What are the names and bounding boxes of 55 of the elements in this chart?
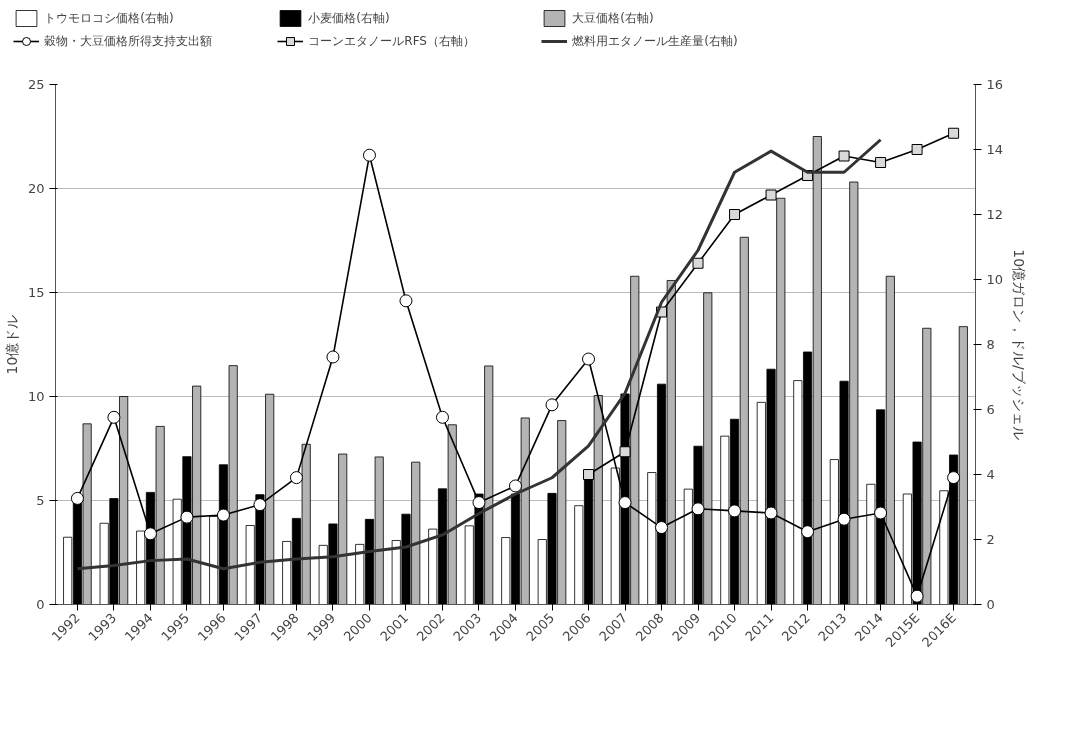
y-tick-label: 5: [36, 493, 45, 508]
point: [143, 527, 157, 541]
y2-tick-label: 2: [986, 532, 995, 547]
y-tick-label: 25: [27, 77, 45, 92]
point: [399, 294, 413, 308]
point: [838, 150, 850, 162]
y-axis-title: 10億ドル: [3, 314, 20, 375]
point: [728, 504, 742, 518]
point: [180, 510, 194, 524]
legend-label: 大豆価格(右軸): [572, 9, 655, 27]
y-tick-label: 15: [27, 285, 45, 300]
point: [948, 127, 960, 139]
point: [107, 410, 121, 424]
y2-axis-title: 10億ガロン，ドル/ブッシェル: [1011, 249, 1028, 440]
point: [764, 506, 778, 520]
point: [435, 410, 449, 424]
point: [875, 157, 887, 168]
point: [583, 469, 595, 480]
point: [655, 521, 669, 535]
point: [910, 589, 924, 603]
point: [362, 148, 376, 162]
point: [947, 471, 961, 485]
point: [911, 144, 923, 155]
point: [509, 479, 522, 493]
y2-tick-label: 4: [986, 467, 995, 482]
point: [70, 491, 84, 505]
y2-tick-label: 16: [986, 77, 1004, 92]
point: [874, 506, 888, 520]
y2-tick-label: 14: [986, 142, 1004, 157]
legend-label: コーンエタノールRFS（右軸）: [308, 32, 476, 50]
point: [326, 350, 340, 364]
y2-tick-label: 6: [986, 402, 995, 417]
y2-tick-label: 0: [986, 597, 995, 612]
point: [765, 189, 777, 201]
legend-label: トウモロコシ価格(右軸): [44, 9, 175, 27]
point: [692, 257, 704, 269]
point: [729, 209, 741, 220]
y2-tick-label: 12: [986, 207, 1004, 222]
legend-label: 小麦価格(右軸): [308, 9, 391, 27]
point: [837, 512, 851, 526]
point: [289, 471, 303, 485]
y-tick-label: 20: [27, 181, 45, 196]
point: [545, 398, 559, 412]
point: [472, 496, 486, 510]
line-series: [75, 138, 883, 571]
legend-label: 穀物・大豆価格所得支持支出額: [44, 32, 214, 50]
y-tick-label: 0: [36, 597, 45, 612]
y2-tick-label: 8: [986, 337, 995, 352]
y-tick-label: 10: [27, 389, 45, 404]
point: [691, 502, 705, 516]
legend-label: 燃料用エタノール生産量(右軸): [572, 32, 739, 50]
y2-tick-label: 10: [986, 272, 1004, 287]
point: [216, 508, 230, 522]
point: [801, 525, 815, 539]
point: [582, 352, 596, 366]
